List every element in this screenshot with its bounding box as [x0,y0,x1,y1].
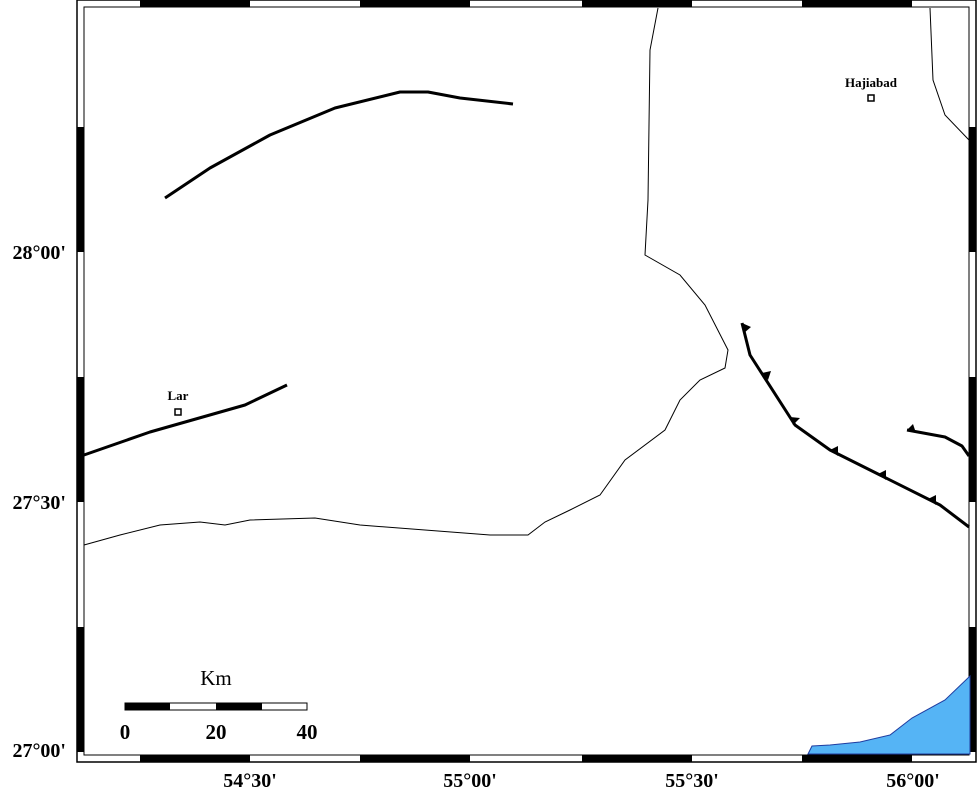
boundary [929,7,970,141]
lon-label: 55°00' [443,770,497,792]
thrust-fault [906,428,971,457]
lon-label: 55°30' [665,770,719,792]
scale-label: 40 [297,720,318,744]
place-label: Hajiabad [845,75,898,90]
boundary [83,7,729,546]
sea [807,674,971,755]
frame [76,0,977,763]
place-label: Lar [168,388,189,403]
scale-unit: Km [200,666,232,690]
place-marker [174,408,182,416]
lon-label: 56°00' [886,770,940,792]
lat-label: 28°00' [12,242,66,264]
lat-label: 27°00' [12,740,66,762]
fault [164,90,514,200]
thrust-teeth [742,323,936,505]
lat-label: 27°30' [12,492,66,514]
scale-label: 0 [120,720,131,744]
fault [83,383,288,457]
scale-label: 20 [206,720,227,744]
place-marker [867,94,875,102]
lon-label: 54°30' [223,770,277,792]
scale-bar: Km 0 20 40 [120,666,318,744]
